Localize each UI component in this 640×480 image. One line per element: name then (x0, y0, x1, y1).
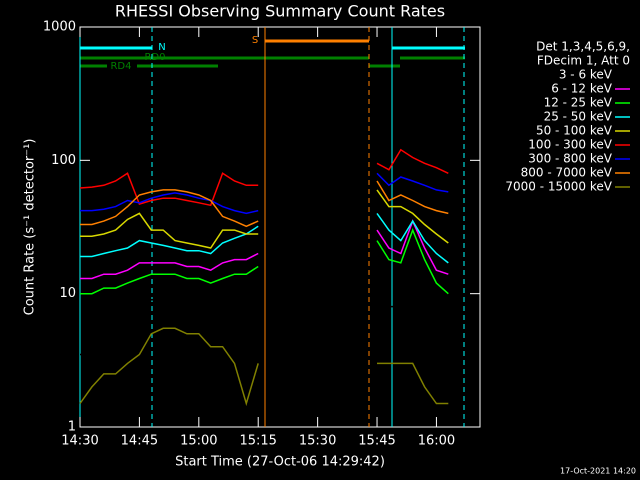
x-axis-label: Start Time (27-Oct-06 14:29:42) (175, 455, 385, 470)
y-tick-label: 1000 (43, 20, 76, 35)
series-line (79, 327, 449, 407)
x-tick-label: 15:00 (180, 434, 217, 449)
annotation: S (252, 35, 258, 46)
x-tick-label: 14:30 (61, 434, 98, 449)
series-line (80, 180, 449, 228)
series-line (80, 189, 449, 249)
x-tick-label: 15:45 (358, 434, 395, 449)
series-line (80, 267, 449, 356)
footer: 17-Oct-2021 14:20 (560, 467, 636, 476)
series-line (79, 148, 449, 207)
legend-label: 3 - 6 keV (559, 68, 613, 82)
y-tick-label: 100 (51, 153, 76, 168)
x-tick-label: 16:00 (418, 434, 455, 449)
legend-label: 12 - 25 keV (544, 96, 613, 110)
legend-header: FDecim 1, Att 0 (537, 54, 630, 68)
legend-header: Det 1,3,4,5,6,9, (536, 40, 630, 54)
series-line (80, 219, 449, 280)
legend-label: 50 - 100 keV (536, 124, 613, 138)
legend-label: 25 - 50 keV (544, 110, 613, 124)
annotation: N (158, 42, 165, 53)
chart-title: RHESSI Observing Summary Count Rates (115, 2, 445, 21)
series-line (80, 228, 449, 295)
annotation: RD0 (144, 52, 165, 63)
legend-label: 800 - 7000 keV (521, 166, 613, 180)
state-bars (79, 27, 465, 427)
x-tick-label: 15:15 (239, 434, 276, 449)
legend-label: 6 - 12 keV (551, 82, 613, 96)
legend-label: 7000 - 15000 keV (505, 180, 612, 194)
x-tick-label: 15:30 (299, 434, 336, 449)
legend-label: 100 - 300 keV (528, 138, 612, 152)
y-tick-label: 1 (68, 420, 76, 435)
annotation: RD4 (110, 61, 131, 72)
y-tick-label: 10 (59, 286, 76, 301)
legend-label: 300 - 800 keV (528, 152, 612, 166)
series-line (80, 172, 449, 215)
series-line (80, 212, 449, 264)
y-axis-label: Count Rate (s⁻¹ detector⁻¹) (23, 139, 38, 316)
plot-frame (79, 26, 481, 428)
x-tick-label: 14:45 (121, 434, 158, 449)
